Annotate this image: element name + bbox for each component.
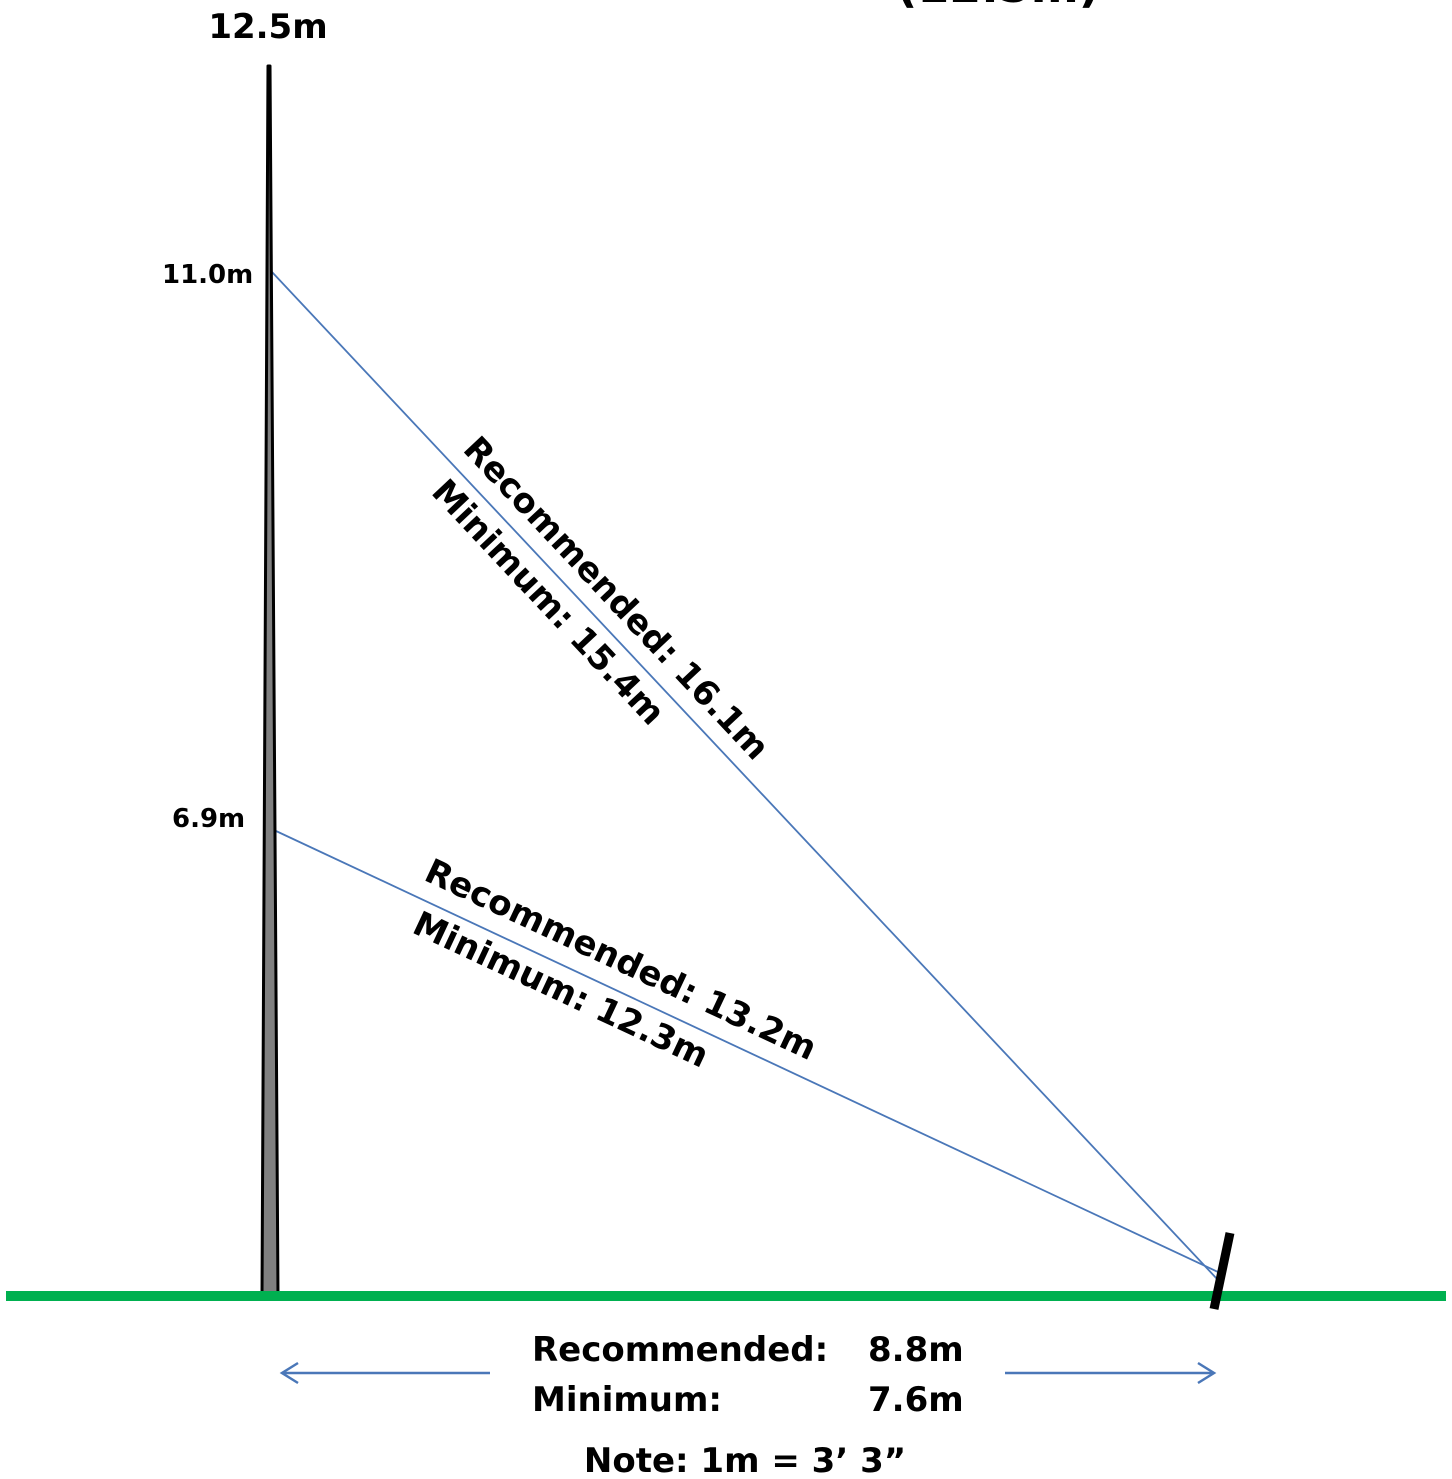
anchor — [1209, 1232, 1235, 1310]
lower-attach-label: 6.9m — [172, 804, 245, 834]
pole — [260, 64, 280, 1298]
lower-guy-wire — [275, 830, 1219, 1273]
left-distance-arrow — [279, 1361, 490, 1385]
distance-minimum-value: 7.6m — [868, 1380, 964, 1420]
distance-minimum-label: Minimum: — [532, 1380, 722, 1420]
upper-attach-label: 11.0m — [162, 260, 253, 290]
distance-recommended-label: Recommended: — [532, 1330, 828, 1370]
top-title: (12.5m) — [896, 0, 1099, 13]
pole-height-label: 12.5m — [208, 7, 327, 47]
right-distance-arrow — [1005, 1361, 1217, 1385]
distance-recommended-value: 8.8m — [868, 1330, 964, 1370]
ground-line — [6, 1291, 1446, 1301]
upper-recommended-label: Recommended: 16.1m — [455, 429, 777, 768]
conversion-note: Note: 1m = 3’ 3” — [584, 1441, 906, 1479]
upper-guy-wire — [271, 271, 1219, 1281]
